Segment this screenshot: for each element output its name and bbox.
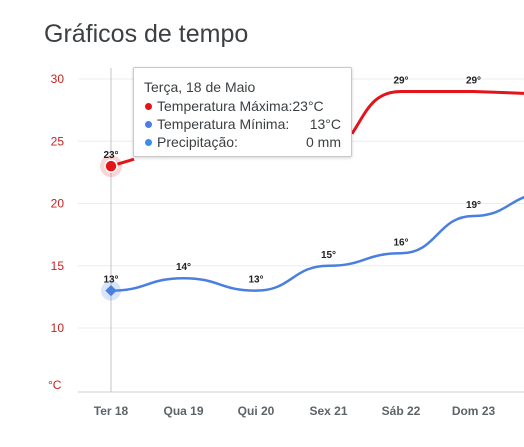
tooltip-value: 0 mm xyxy=(306,134,341,150)
y-unit-label: °C xyxy=(48,378,62,392)
tooltip-label: Precipitação: xyxy=(157,134,238,150)
tooltip-label: Temperatura Máxima: xyxy=(157,98,293,114)
x-tick-label: Sáb 22 xyxy=(382,404,421,418)
x-tick-label: Ter 18 xyxy=(94,404,129,418)
x-axis: Ter 18 Qua 19 Qui 20 Sex 21 Sáb 22 Dom 23 xyxy=(94,404,496,418)
tooltip: Terça, 18 de Maio Temperatura Máxima: 23… xyxy=(133,67,352,157)
tooltip-value: 13°C xyxy=(309,116,341,132)
min-temp-data-label: 19° xyxy=(466,200,481,211)
min-temp-line xyxy=(110,196,524,292)
max-temp-data-label: 29° xyxy=(393,75,408,86)
tooltip-label: Temperatura Mínima: xyxy=(157,116,290,132)
series-points[interactable] xyxy=(100,155,122,301)
y-tick-label: 20 xyxy=(51,197,65,211)
y-axis: 30 25 20 15 10 °C xyxy=(48,72,64,392)
precipitation-dot-icon xyxy=(145,138,152,146)
y-tick-label: 25 xyxy=(51,134,65,148)
data-labels: 13° 14° 13° 15° 16° 19° 23° 29° 29° xyxy=(103,75,481,285)
min-temp-data-label: 15° xyxy=(321,250,336,261)
max-temp-dot-icon xyxy=(145,102,152,110)
y-tick-label: 10 xyxy=(51,321,65,335)
x-tick-label: Qui 20 xyxy=(238,404,275,418)
min-temp-data-label: 13° xyxy=(248,275,263,286)
max-temp-point[interactable] xyxy=(104,159,118,173)
min-temp-data-label: 16° xyxy=(393,237,408,248)
x-tick-label: Dom 23 xyxy=(452,404,496,418)
tooltip-row-precip: Precipitação: 0 mm xyxy=(144,133,341,151)
x-tick-label: Sex 21 xyxy=(309,404,347,418)
x-tick-label: Qua 19 xyxy=(163,404,203,418)
tooltip-value: 23°C xyxy=(292,98,324,114)
page-title: Gráficos de tempo xyxy=(44,20,249,48)
tooltip-title: Terça, 18 de Maio xyxy=(144,79,256,95)
min-temp-dot-icon xyxy=(145,120,152,128)
tooltip-row-max: Temperatura Máxima: 23°C xyxy=(144,97,341,115)
y-tick-label: 30 xyxy=(51,72,65,86)
max-temp-data-label: 29° xyxy=(466,75,481,86)
max-temp-line-right xyxy=(350,89,524,135)
min-temp-data-label: 13° xyxy=(103,275,118,286)
tooltip-row-min: Temperatura Mínima: 13°C xyxy=(144,115,341,133)
y-tick-label: 15 xyxy=(51,259,65,273)
max-temp-data-label: 23° xyxy=(103,150,118,161)
min-temp-data-label: 14° xyxy=(176,262,191,273)
